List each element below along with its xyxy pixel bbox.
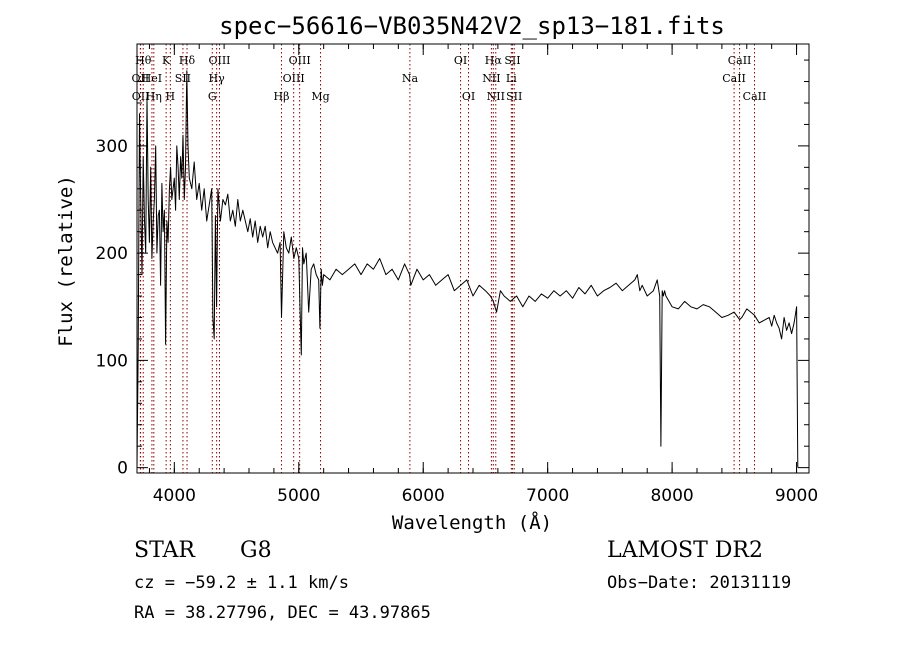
spectrum-series [136,70,799,468]
marker-label-24: SII [506,90,522,103]
marker-label-18: OI [462,90,475,103]
object-class: STAR [134,538,195,563]
marker-label-26: CaII [722,72,746,85]
marker-label-16: Na [402,72,419,85]
marker-label-11: G [208,90,217,103]
marker-label-6: SII [175,72,191,85]
y-tick-label-0: 0 [117,459,128,479]
velocity-readout: cz = −59.2 ± 1.1 km/s [134,573,349,593]
marker-label-15: Mg [311,90,329,103]
y-axis-label: Flux (relative) [55,175,77,347]
marker-label-2: OII [132,90,150,103]
y-tick-label-2: 200 [96,244,128,264]
marker-label-23: Li [506,72,517,85]
marker-label-12: Hβ [274,90,290,103]
marker-label-20: NII [482,72,500,85]
marker-label-13: OIII [289,54,311,67]
x-tick-label-3: 7000 [526,486,569,506]
x-tick-label-1: 5000 [277,486,320,506]
marker-label-27: CaII [743,90,767,103]
marker-label-8: Hδ [179,54,196,67]
marker-label-4: Hη [146,90,162,103]
marker-label-9: OIII [208,54,230,67]
plot-frame [136,43,810,474]
marker-label-5: K [162,54,171,67]
y-tick-label-1: 100 [96,351,128,371]
marker-label-14: OIII [283,72,305,85]
marker-label-22: SII [504,54,520,67]
marker-label-1: OII [132,72,150,85]
y-tick-label-3: 300 [96,137,128,157]
x-tick-label-2: 6000 [402,486,445,506]
observation-date: Obs−Date: 20131119 [607,573,792,593]
x-axis-label: Wavelength (Å) [392,511,552,534]
axis-ticks: 4000 5000 6000 7000 8000 9000 0 100 200 300 [96,44,818,506]
marker-label-3: HeI [142,72,162,85]
marker-label-19: Hα [485,54,503,67]
marker-label-7: H [166,90,176,103]
marker-label-21: NII [487,90,505,103]
x-tick-label-4: 8000 [650,486,693,506]
marker-label-10: Hγ [209,72,226,85]
x-tick-label-0: 4000 [153,486,196,506]
spectrum-line-0 [136,70,799,468]
object-subclass: G8 [240,538,272,563]
survey-name: LAMOST DR2 [607,538,763,563]
marker-label-17: OI [454,54,467,67]
chart-title: spec−56616−VB035N42V2_sp13−181.fits [219,12,725,40]
marker-label-0: Hθ [135,54,152,67]
marker-label-25: CaII [728,54,752,67]
sky-coordinates: RA = 38.27796, DEC = 43.97865 [134,603,431,623]
x-tick-label-5: 9000 [775,486,818,506]
